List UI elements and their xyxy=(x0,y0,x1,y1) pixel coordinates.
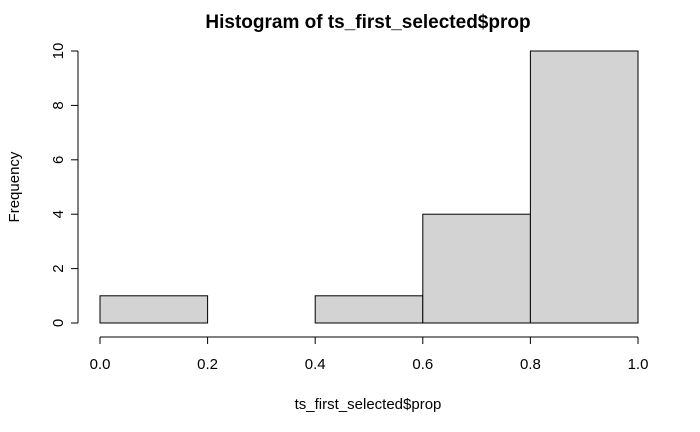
x-tick-label: 0.0 xyxy=(90,356,111,373)
x-tick-label: 0.6 xyxy=(412,356,433,373)
x-tick-label: 0.8 xyxy=(520,356,541,373)
histogram-bar-4 xyxy=(530,51,638,323)
x-axis: 0.0 0.2 0.4 0.6 0.8 1.0 xyxy=(90,337,649,373)
y-tick-label: 6 xyxy=(50,156,67,164)
x-tick-label: 1.0 xyxy=(628,356,649,373)
y-tick-label: 10 xyxy=(50,43,67,60)
y-tick-label: 0 xyxy=(50,319,67,327)
bars-group xyxy=(100,51,638,323)
histogram-bar-3 xyxy=(423,214,531,323)
x-tick-label: 0.4 xyxy=(305,356,326,373)
y-axis: 0 2 4 6 8 10 xyxy=(50,43,78,328)
histogram-bar-2 xyxy=(315,296,423,323)
y-tick-label: 4 xyxy=(50,210,67,218)
y-tick-label: 2 xyxy=(50,264,67,272)
x-tick-label: 0.2 xyxy=(197,356,218,373)
histogram-bar-0 xyxy=(100,296,208,323)
y-axis-label: Frequency xyxy=(6,151,23,222)
chart-title: Histogram of ts_first_selected$prop xyxy=(205,12,530,33)
x-axis-label: ts_first_selected$prop xyxy=(295,396,442,413)
y-tick-label: 8 xyxy=(50,101,67,109)
